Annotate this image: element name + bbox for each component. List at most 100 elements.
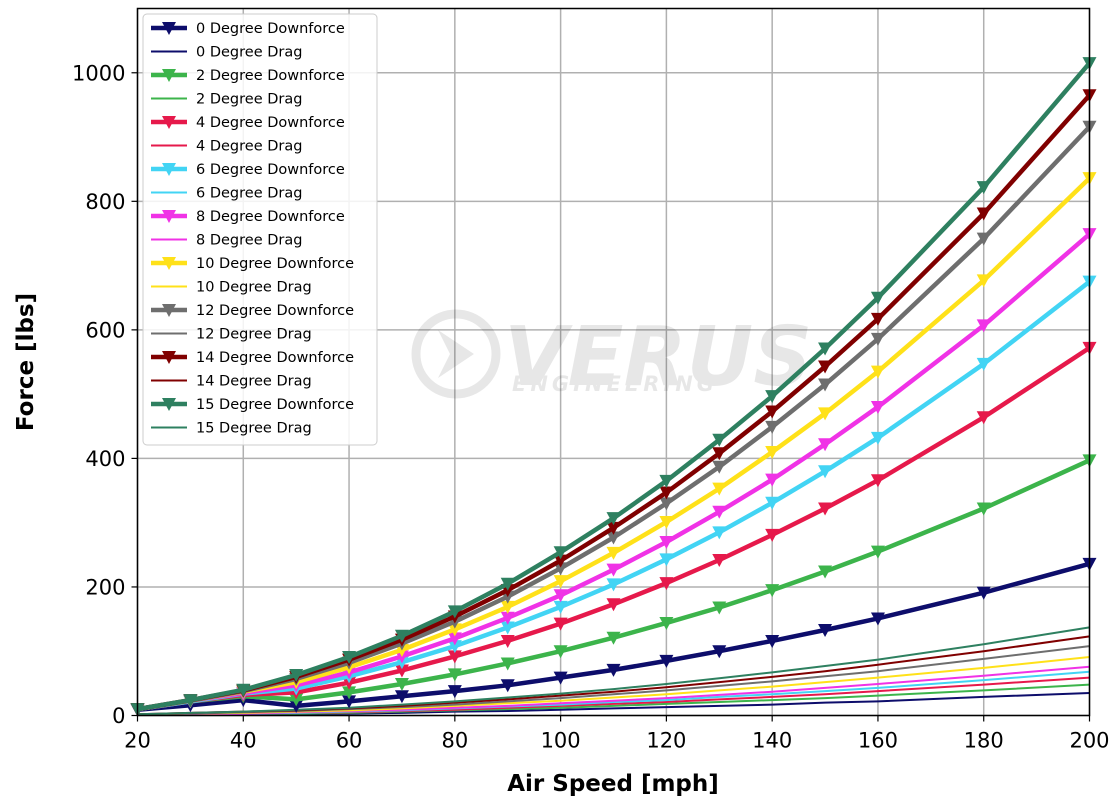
legend-label-2-degree-drag: 2 Degree Drag	[196, 92, 302, 108]
marker-8-degree-downforce	[500, 611, 515, 625]
legend-label-14-degree-drag: 14 Degree Drag	[196, 374, 312, 390]
marker-4-degree-downforce	[606, 598, 621, 612]
marker-4-degree-downforce	[553, 617, 568, 631]
marker-8-degree-downforce	[553, 589, 568, 603]
marker-2-degree-downforce	[870, 545, 885, 559]
legend: 0 Degree Downforce 0 Degree Drag 2 Degree …	[142, 13, 378, 446]
marker-8-degree-downforce	[447, 632, 462, 646]
legend-label-12-degree-drag: 12 Degree Drag	[196, 327, 312, 343]
marker-8-degree-downforce	[606, 563, 621, 577]
x-tick-label: 60	[336, 729, 363, 753]
marker-15-degree-downforce	[818, 342, 833, 356]
x-tick-label: 40	[230, 729, 257, 753]
marker-4-degree-downforce	[447, 650, 462, 664]
marker-14-degree-downforce	[818, 360, 833, 374]
legend-marker-15-degree-downforce	[162, 398, 176, 411]
marker-15-degree-downforce	[553, 546, 568, 560]
marker-8-degree-downforce	[765, 473, 780, 487]
marker-0-degree-downforce	[870, 612, 885, 626]
marker-14-degree-downforce	[765, 405, 780, 419]
marker-0-degree-downforce	[342, 695, 357, 709]
legend-marker-8-degree-downforce	[162, 210, 176, 223]
marker-15-degree-downforce	[765, 390, 780, 404]
marker-6-degree-downforce	[765, 496, 780, 510]
watermark-brand: VERUS	[504, 310, 812, 405]
legend-label-0-degree-drag: 0 Degree Drag	[196, 45, 302, 61]
marker-0-degree-downforce	[659, 654, 674, 668]
marker-4-degree-downforce	[765, 528, 780, 542]
marker-12-degree-downforce	[553, 562, 568, 576]
marker-6-degree-downforce	[606, 578, 621, 592]
marker-15-degree-downforce	[394, 629, 409, 643]
legend-label-8-degree-drag: 8 Degree Drag	[196, 233, 302, 249]
legend-marker-10-degree-downforce	[162, 257, 176, 270]
marker-15-degree-downforce	[236, 683, 251, 697]
marker-2-degree-downforce	[342, 686, 357, 700]
x-tick-label: 20	[124, 729, 151, 753]
y-tick-label: 200	[85, 575, 125, 599]
marker-2-degree-downforce	[712, 601, 727, 615]
marker-0-degree-downforce	[500, 679, 515, 693]
watermark-arrow	[438, 330, 474, 378]
marker-15-degree-downforce	[447, 605, 462, 619]
marker-10-degree-downforce	[765, 445, 780, 459]
legend-label-15-degree-drag: 15 Degree Drag	[196, 421, 312, 437]
marker-14-degree-downforce	[976, 207, 991, 221]
y-axis-label: Force [lbs]	[13, 293, 39, 431]
marker-8-degree-downforce	[659, 535, 674, 549]
marker-10-degree-downforce	[553, 575, 568, 589]
y-tick-label: 0	[112, 704, 125, 728]
legend-label-4-degree-drag: 4 Degree Drag	[196, 139, 302, 155]
marker-8-degree-downforce	[818, 438, 833, 452]
marker-4-degree-downforce	[818, 502, 833, 516]
marker-2-degree-downforce	[289, 693, 304, 707]
marker-10-degree-downforce	[447, 623, 462, 637]
legend-marker-12-degree-downforce	[162, 304, 176, 317]
marker-6-degree-downforce	[553, 600, 568, 614]
marker-14-degree-downforce	[659, 486, 674, 500]
marker-2-degree-downforce	[394, 678, 409, 692]
series-lines	[130, 57, 1097, 717]
marker-2-degree-downforce	[606, 631, 621, 645]
marker-6-degree-downforce	[447, 640, 462, 654]
legend-label-6-degree-drag: 6 Degree Drag	[196, 186, 302, 202]
marker-4-degree-downforce	[500, 634, 515, 648]
marker-15-degree-downforce	[289, 669, 304, 683]
marker-15-degree-downforce	[606, 512, 621, 526]
legend-marker-6-degree-downforce	[162, 163, 176, 176]
marker-2-degree-downforce	[500, 657, 515, 671]
marker-0-degree-downforce	[765, 634, 780, 648]
marker-10-degree-downforce	[976, 274, 991, 288]
marker-15-degree-downforce	[712, 433, 727, 447]
x-tick-label: 180	[964, 729, 1004, 753]
y-tick-label: 800	[85, 190, 125, 214]
legend-label-0-degree-downforce: 0 Degree Downforce	[196, 21, 345, 37]
marker-0-degree-downforce	[394, 690, 409, 704]
marker-2-degree-downforce	[659, 616, 674, 630]
legend-label-4-degree-downforce: 4 Degree Downforce	[196, 115, 345, 131]
legend-label-12-degree-downforce: 12 Degree Downforce	[196, 303, 354, 319]
marker-15-degree-downforce	[500, 577, 515, 591]
marker-4-degree-downforce	[712, 553, 727, 567]
legend-marker-0-degree-downforce	[162, 22, 176, 35]
marker-0-degree-downforce	[606, 663, 621, 677]
marker-0-degree-downforce	[553, 671, 568, 685]
marker-6-degree-downforce	[818, 465, 833, 479]
legend-label-14-degree-downforce: 14 Degree Downforce	[196, 350, 354, 366]
y-tick-label: 600	[85, 318, 125, 342]
legend-marker-14-degree-downforce	[162, 351, 176, 364]
legend-label-15-degree-downforce: 15 Degree Downforce	[196, 397, 354, 413]
plot-frame	[136, 7, 1091, 717]
marker-15-degree-downforce	[870, 291, 885, 305]
marker-6-degree-downforce	[870, 431, 885, 445]
marker-12-degree-downforce	[765, 420, 780, 434]
x-axis-label: Air Speed [mph]	[507, 771, 719, 797]
y-tick-label: 400	[85, 447, 125, 471]
marker-10-degree-downforce	[606, 546, 621, 560]
marker-6-degree-downforce	[976, 357, 991, 371]
legend-marker-2-degree-downforce	[162, 69, 176, 82]
marker-2-degree-downforce	[553, 645, 568, 659]
marker-14-degree-downforce	[553, 554, 568, 568]
x-tick-label: 140	[752, 729, 792, 753]
watermark-subtitle: ENGINEERING	[512, 372, 718, 396]
